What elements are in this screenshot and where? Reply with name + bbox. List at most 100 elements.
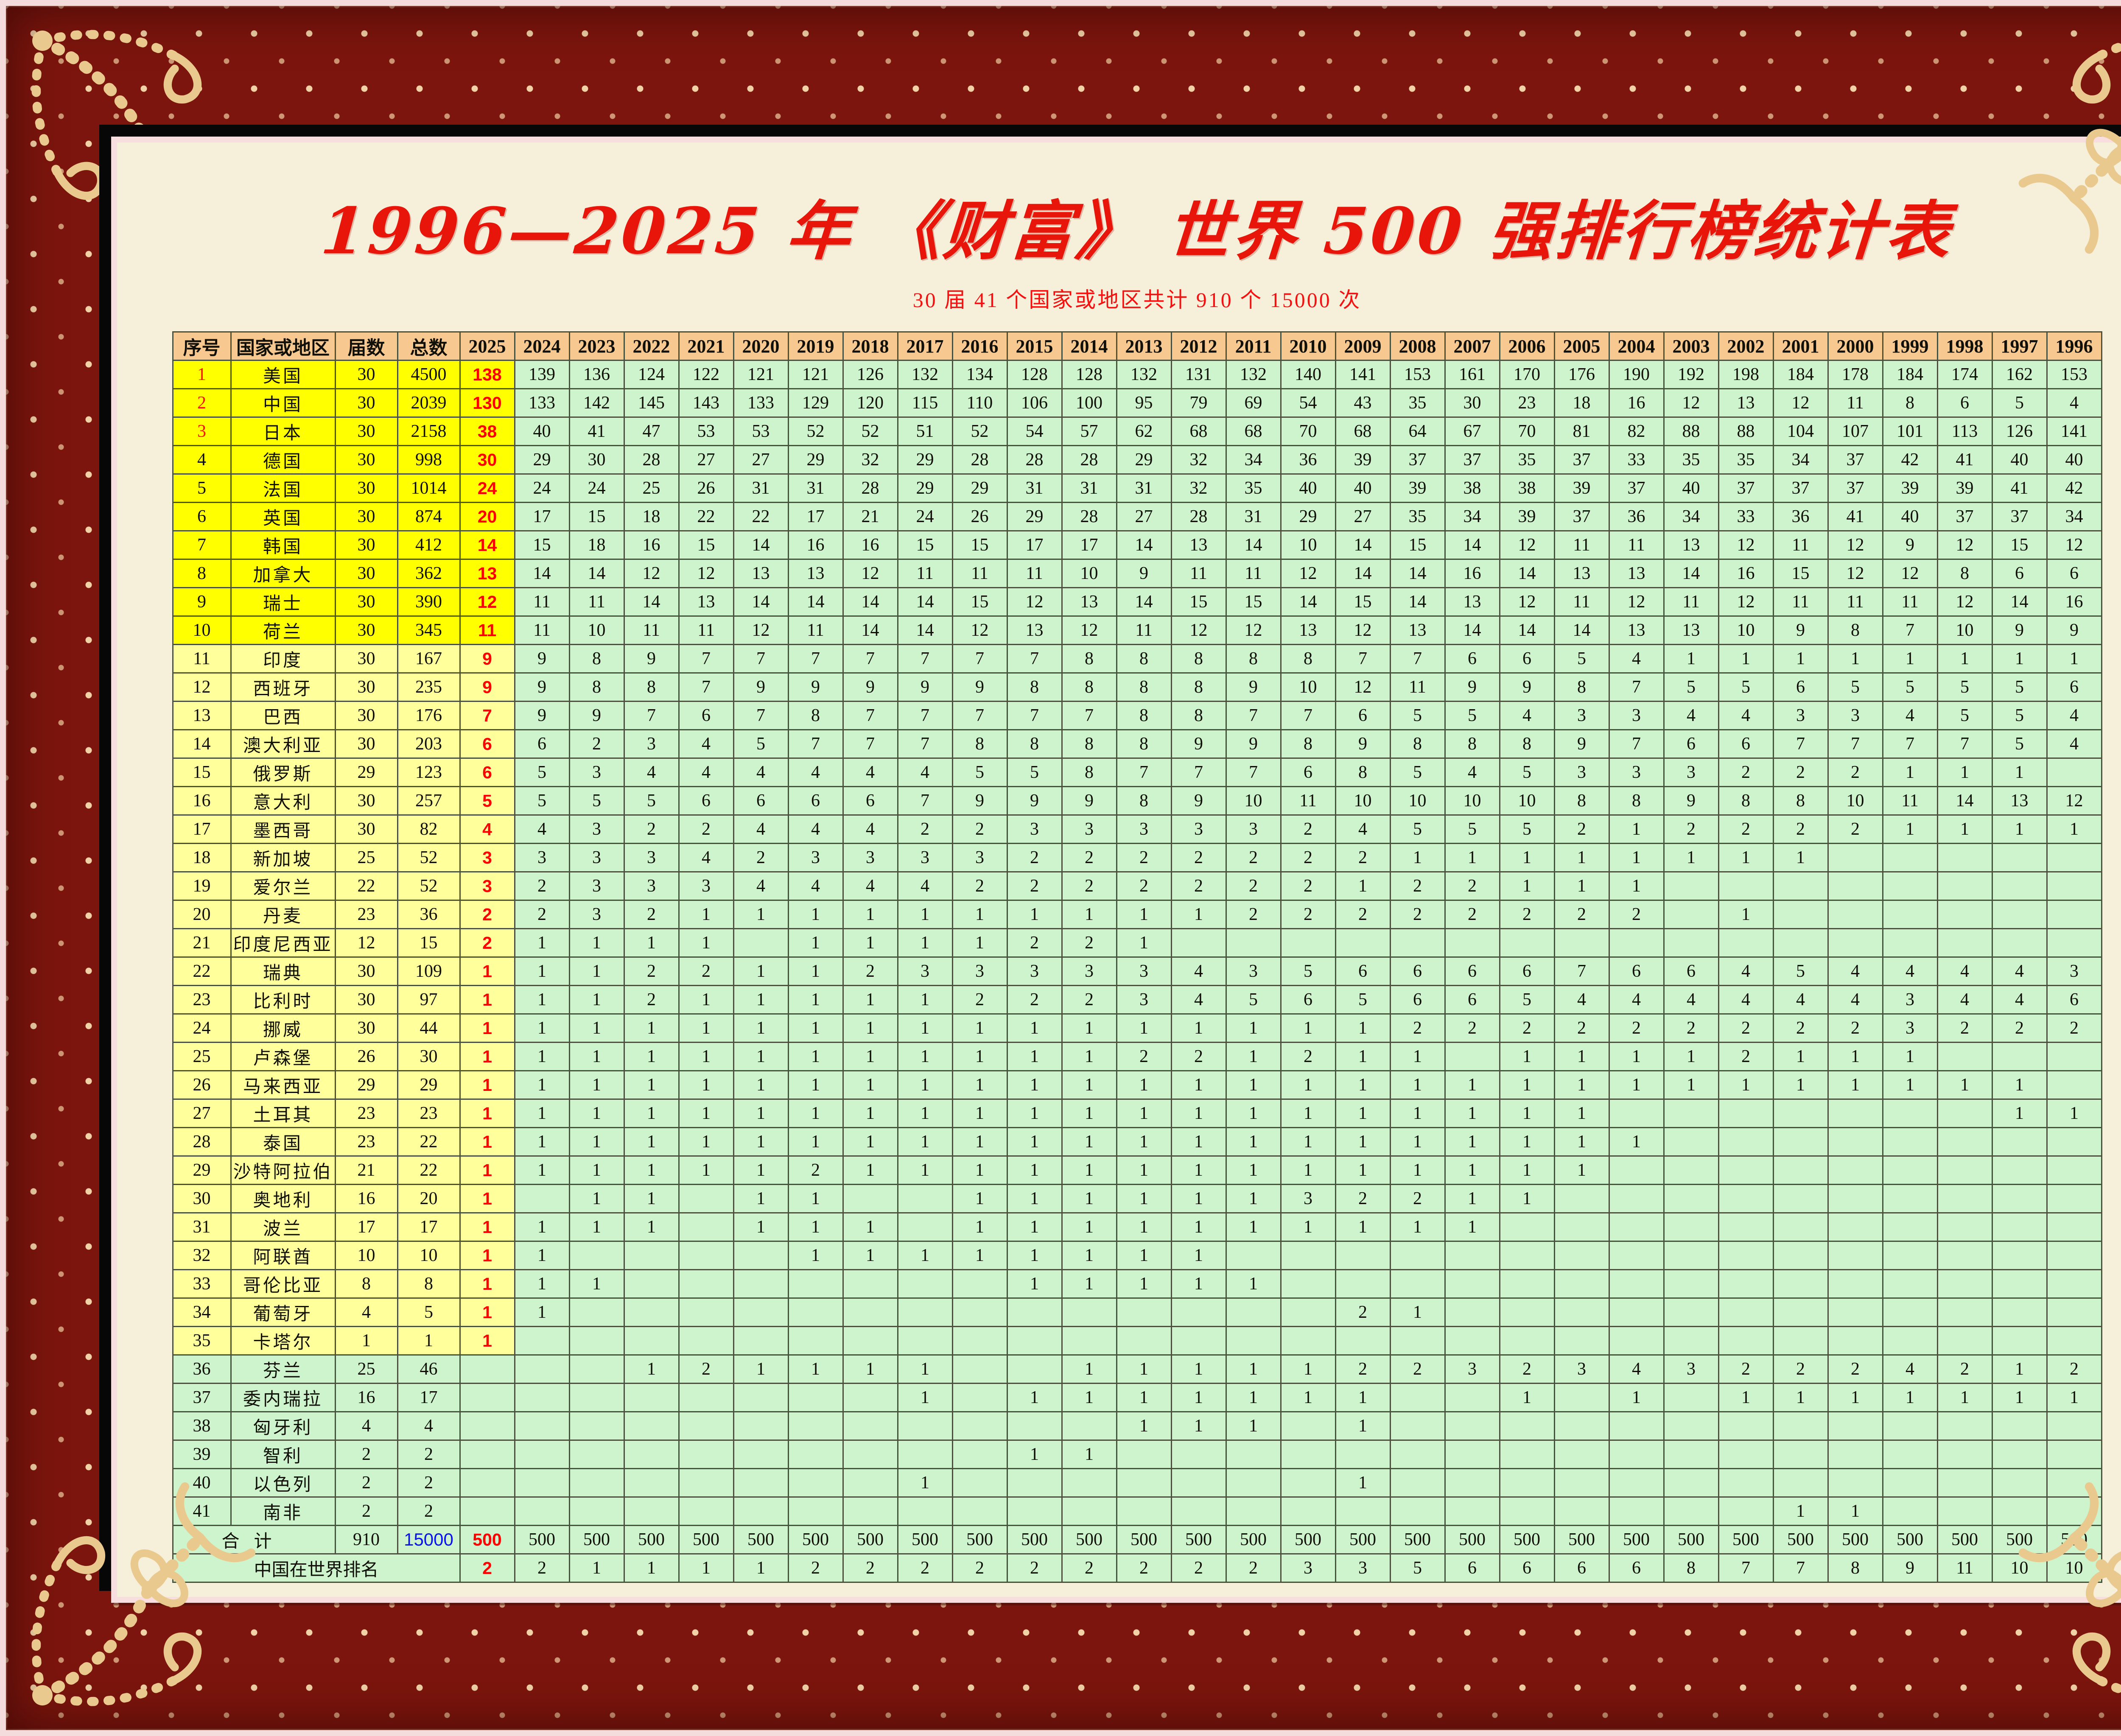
year-value	[1444, 1241, 1500, 1270]
year-value: 8	[1553, 672, 1610, 702]
year-value: 1	[1335, 1212, 1391, 1242]
year-value	[1663, 1383, 1719, 1412]
year-value	[1170, 1496, 1227, 1526]
year-value: 16	[2046, 587, 2102, 617]
year-value	[1718, 1184, 1774, 1213]
year-value	[1772, 1241, 1829, 1270]
year-value: 2	[951, 985, 1008, 1015]
year-value: 2	[623, 956, 680, 986]
table-row: 9 瑞士 30 390 12 11 11 14 13 14 14 14 14 15 12 13 14 15 15 14…	[172, 587, 2102, 617]
year-value: 7	[1061, 701, 1117, 730]
year-value: 25	[623, 473, 680, 503]
total-count: 2	[397, 1440, 461, 1469]
total-count: 345	[397, 615, 461, 645]
year-value: 1	[1772, 1496, 1829, 1526]
year-value: 1	[1718, 900, 1774, 929]
year-value: 7	[1225, 701, 1282, 730]
row-number: 30	[172, 1184, 232, 1213]
year-value: 1	[733, 1155, 789, 1185]
year-value: 178	[1827, 360, 1883, 389]
sessions-count: 25	[334, 843, 398, 872]
table-row: 18 新加坡 25 52 3 3 3 3 4 2 3 3 3 3 2 2 2 2 2 2 2 1 1 1 1 1 1 1 1	[172, 843, 2102, 872]
year-value	[623, 1326, 680, 1356]
year-value: 2	[1827, 1354, 1883, 1384]
year-value: 9	[1061, 786, 1117, 816]
year-value: 11	[1006, 559, 1063, 588]
year-value: 82	[1608, 417, 1665, 446]
year-value	[1553, 1212, 1610, 1242]
year-value	[1991, 1127, 2048, 1157]
year-value	[2046, 1326, 2102, 1356]
year-value: 4	[623, 758, 680, 787]
year-value: 31	[787, 473, 844, 503]
year-value: 11	[1170, 559, 1227, 588]
year-column-header: 2021	[678, 331, 734, 361]
year-value: 1	[787, 1099, 844, 1128]
year-value: 2	[1663, 814, 1719, 844]
year-value: 3	[2046, 956, 2102, 986]
year-value: 40	[2046, 445, 2102, 475]
sessions-count: 23	[334, 1099, 398, 1128]
china-rank-value: 6	[1444, 1553, 1500, 1583]
year-value	[1827, 1326, 1883, 1356]
year-value	[2046, 1184, 2102, 1213]
table-row: 2 中国 30 2039 130 133 142 145 143 133 129 120 115 110 1…	[172, 388, 2102, 418]
year-value: 2	[1335, 900, 1391, 929]
year-value: 5	[1991, 388, 2048, 418]
total-count: 2158	[397, 417, 461, 446]
row-number: 14	[172, 729, 232, 759]
year-value: 8	[1772, 786, 1829, 816]
year-value: 4	[1882, 1354, 1938, 1384]
year-value: 1	[459, 1241, 515, 1270]
year-value: 11	[1827, 388, 1883, 418]
year-value	[2046, 1070, 2102, 1100]
sessions-count: 30	[334, 445, 398, 475]
china-rank-value: 2	[897, 1553, 953, 1583]
country-name: 委内瑞拉	[230, 1383, 336, 1412]
table-row: 16 意大利 30 257 5 5 5 5 6 6 6 6 7 9 9 9 8 9 10 11 10 10 10 10 8 8 9 8…	[172, 786, 2102, 816]
year-value: 132	[897, 360, 953, 389]
year-value: 17	[1006, 530, 1063, 560]
year-column-header: 2022	[623, 331, 680, 361]
year-value	[1006, 1326, 1063, 1356]
year-value: 3	[1827, 701, 1883, 730]
table-row: 30 奥地利 16 20 1 1 1 1 1 1 1 1 1 1 1 3 2 2 1 1	[172, 1184, 2102, 1213]
year-value: 3	[678, 871, 734, 901]
year-value: 1	[514, 1013, 570, 1043]
year-value: 2	[1718, 814, 1774, 844]
year-value: 17	[514, 502, 570, 531]
table-row: 25 卢森堡 26 30 1 1 1 1 1 1 1 1 1 1 1 1 2 2 1 2 1 1 1 1 1 1 2 1 1 1	[172, 1042, 2102, 1071]
year-value: 39	[1389, 473, 1446, 503]
table-row: 5 法国 30 1014 24 24 24 25 26 31 31 28 29 29 31 31 31 32 35 4…	[172, 473, 2102, 503]
year-column-header: 2020	[733, 331, 789, 361]
year-value: 1	[842, 1127, 898, 1157]
year-value: 1	[623, 1354, 680, 1384]
year-value: 4	[1718, 985, 1774, 1015]
year-value: 1	[1116, 1155, 1172, 1185]
year-value: 1	[2046, 1099, 2102, 1128]
year-value: 9	[623, 644, 680, 674]
table-row: 36 芬兰 25 46 1 2 1 1 1 1 1 1 1 1 1 2 2 3 2 3 4 3 2 2 2 4 2 1 2	[172, 1354, 2102, 1384]
year-value	[568, 1326, 625, 1356]
row-number: 37	[172, 1383, 232, 1412]
year-value: 2	[1280, 814, 1336, 844]
year-value: 15	[897, 530, 953, 560]
year-value	[1499, 1297, 1555, 1327]
year-value: 70	[1499, 417, 1555, 446]
sessions-count: 30	[334, 985, 398, 1015]
year-value	[787, 1440, 844, 1469]
table-row: 11 印度 30 167 9 9 8 9 7 7 7 7 7 7 7 8 8 8 8 8 7 7 6 6 5 4 1 1 1 1 1 1 1 1	[172, 644, 2102, 674]
year-value	[1827, 1269, 1883, 1299]
year-value: 1	[1006, 900, 1063, 929]
year-value: 4	[1444, 758, 1500, 787]
year-value: 136	[568, 360, 625, 389]
year-value	[787, 1496, 844, 1526]
sessions-count: 30	[334, 530, 398, 560]
year-value	[568, 1496, 625, 1526]
year-value	[514, 1411, 570, 1441]
year-value: 16	[623, 530, 680, 560]
column-header: 总数	[397, 331, 461, 361]
year-value: 8	[1116, 672, 1172, 702]
year-value: 6	[1991, 559, 2048, 588]
year-column-header: 2013	[1116, 331, 1172, 361]
